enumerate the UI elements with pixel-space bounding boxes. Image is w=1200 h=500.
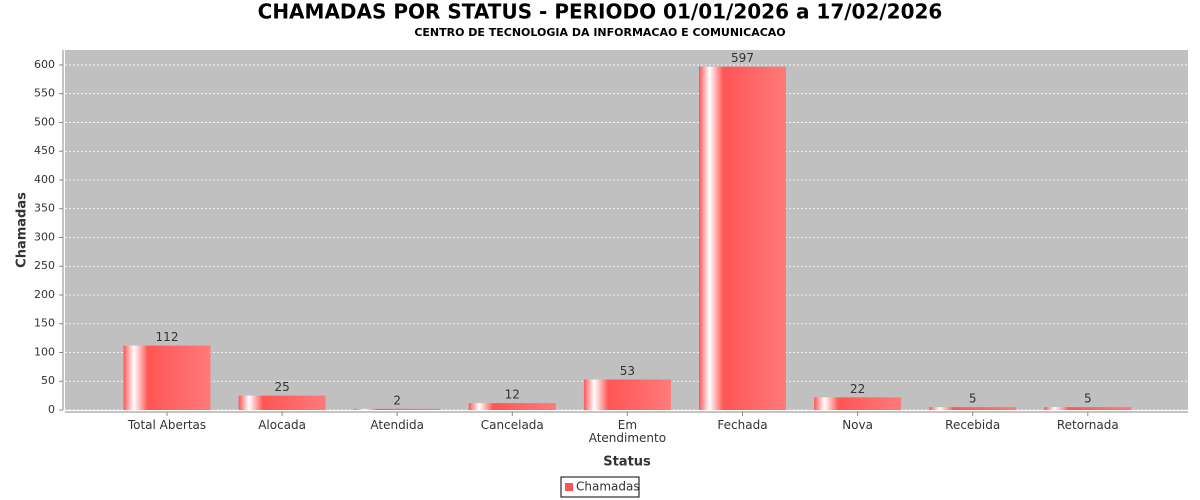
- x-tick-label: Nova: [842, 418, 873, 432]
- plot-area: [65, 50, 1188, 410]
- y-tick-label: 350: [34, 202, 55, 215]
- bar: [814, 397, 902, 410]
- chart-subtitle: CENTRO DE TECNOLOGIA DA INFORMACAO E COM…: [414, 26, 785, 39]
- chart-title: CHAMADAS POR STATUS - PERIODO 01/01/2026…: [258, 0, 943, 24]
- value-label: 597: [731, 51, 754, 65]
- x-tick-label: Atendida: [370, 418, 424, 432]
- x-tick-label: Fechada: [717, 418, 768, 432]
- y-tick-label: 300: [34, 230, 55, 243]
- x-tick-label: Em Atendimento: [588, 418, 667, 445]
- bar: [238, 395, 326, 410]
- bar: [583, 379, 671, 410]
- x-tick-label: Recebida: [945, 418, 1001, 432]
- x-axis-label: Status: [603, 455, 651, 470]
- value-label: 53: [620, 364, 635, 378]
- x-tick-label: Cancelada: [480, 418, 544, 432]
- legend-box: [560, 476, 640, 498]
- value-label: 22: [850, 382, 865, 396]
- y-tick-label: 0: [48, 403, 55, 416]
- x-tick-label: Total Abertas: [127, 418, 207, 432]
- bar: [1044, 407, 1132, 410]
- y-tick-label: 400: [34, 173, 55, 186]
- y-tick-label: 100: [34, 345, 55, 358]
- y-tick-label: 250: [34, 259, 55, 272]
- bar: [468, 403, 556, 410]
- value-label: 5: [1084, 392, 1092, 406]
- bar: [699, 66, 786, 411]
- bar: [929, 407, 1017, 410]
- bar: [123, 345, 211, 410]
- y-axis-label: Chamadas: [15, 192, 30, 268]
- value-label: 5: [969, 392, 977, 406]
- y-tick-label: 200: [34, 288, 55, 301]
- legend-swatch: [565, 483, 573, 491]
- y-tick-label: 500: [34, 115, 55, 128]
- value-label: 2: [393, 393, 401, 407]
- bar: [353, 408, 441, 410]
- value-label: 12: [505, 388, 520, 402]
- x-tick-label: Retornada: [1056, 418, 1119, 432]
- x-tick-label: Alocada: [258, 418, 306, 432]
- y-tick-label: 550: [34, 87, 55, 100]
- y-tick-label: 50: [41, 374, 55, 387]
- y-tick-label: 150: [34, 317, 55, 330]
- legend-label: Chamadas: [576, 480, 640, 494]
- value-label: 112: [156, 330, 179, 344]
- y-tick-label: 600: [34, 58, 55, 71]
- y-tick-label: 450: [34, 144, 55, 157]
- value-label: 25: [274, 380, 289, 394]
